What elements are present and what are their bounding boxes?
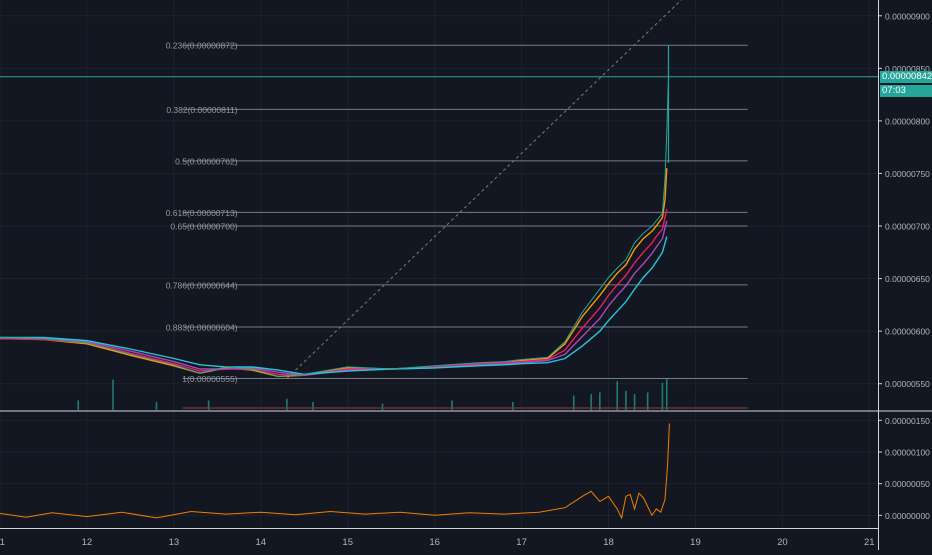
price-axis-label-1: 0.00000600: [885, 327, 930, 337]
fib-level-label-2: 0.5(0.00000762): [175, 156, 238, 166]
fib-level-label-0: 0.236(0.00000872): [166, 41, 238, 51]
price-axis-label-0: 0.00000550: [885, 379, 930, 389]
osc-axis-label-2: 0.00000100: [885, 448, 930, 458]
volume-bar-13: [625, 390, 627, 410]
time-axis-label-9: 20: [777, 537, 788, 548]
price-axis-label-4: 0.00000750: [885, 169, 930, 179]
fib-level-label-7: 1(0.00000555): [182, 374, 237, 384]
volume-bar-10: [590, 394, 592, 410]
time-axis-label-1: 12: [82, 537, 93, 548]
fib-level-label-4: 0.65(0.00000700): [170, 222, 237, 232]
osc-axis-label-0: 0.00000000: [885, 511, 930, 521]
volume-bar-1: [112, 379, 114, 410]
price-axis-label-6: 0.00000850: [885, 64, 930, 74]
volume-bar-8: [512, 402, 514, 410]
fib-level-label-1: 0.382(0.00000811): [166, 105, 237, 115]
volume-bar-6: [381, 403, 384, 410]
volume-bar-14: [633, 394, 636, 410]
volume-bar-0: [77, 400, 80, 410]
volume-bar-12: [616, 381, 619, 410]
time-axis-label-0: 11: [0, 537, 5, 548]
osc-axis-label-3: 0.00000150: [885, 416, 930, 426]
volume-bar-16: [661, 382, 664, 410]
volume-bar-9: [572, 395, 575, 410]
volume-bar-5: [312, 402, 314, 410]
time-axis-label-4: 15: [342, 537, 353, 548]
volume-bar-2: [155, 402, 158, 410]
fib-trend-line: [286, 0, 682, 379]
time-axis-label-3: 14: [256, 537, 267, 548]
osc-axis-label-1: 0.00000050: [885, 479, 930, 489]
time-axis-label-2: 13: [169, 537, 180, 548]
fib-level-label-3: 0.618(0.00000713): [166, 208, 238, 218]
ma-mid-line: [0, 209, 668, 377]
price-axis-label-3: 0.00000700: [885, 222, 930, 232]
time-axis-label-5: 16: [429, 537, 440, 548]
time-axis-label-8: 19: [690, 537, 701, 548]
volume-bar-4: [286, 398, 288, 410]
ma-violet-line: [0, 220, 668, 377]
current-price-badge: 0.00000842: [880, 70, 932, 83]
price-axis-label-2: 0.00000650: [885, 274, 930, 284]
oscillator-line: [0, 423, 670, 520]
volume-bar-3: [207, 400, 210, 410]
time-axis-label-10: 21: [864, 537, 875, 548]
candle-countdown-badge: 07:03: [880, 84, 932, 97]
price-axis-label-7: 0.00000900: [885, 11, 930, 21]
price-line: [0, 76, 669, 377]
volume-bar-15: [646, 392, 649, 410]
fib-level-label-6: 0.883(0.00000604): [166, 322, 238, 332]
price-axis-label-5: 0.00000800: [885, 116, 930, 126]
volume-bar-11: [599, 392, 601, 410]
time-axis-label-6: 17: [516, 537, 527, 548]
fib-level-label-5: 0.786(0.00000644): [166, 280, 238, 290]
ma-slow-line: [0, 236, 668, 376]
volume-bar-17: [665, 378, 668, 410]
time-axis-label-7: 18: [603, 537, 614, 548]
volume-bar-7: [451, 400, 453, 410]
